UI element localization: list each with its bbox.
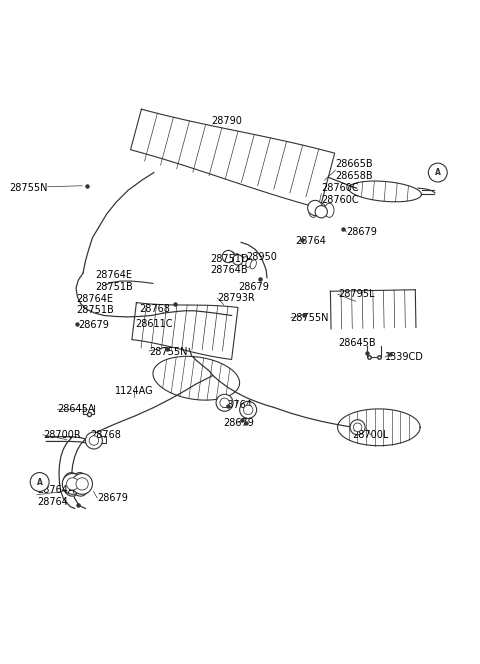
Circle shape <box>85 432 102 449</box>
Text: A: A <box>36 477 43 487</box>
Text: 28790: 28790 <box>212 116 242 125</box>
Circle shape <box>76 478 88 490</box>
Text: 28764E
28751B: 28764E 28751B <box>76 294 114 315</box>
Text: 28755N: 28755N <box>290 313 329 323</box>
Text: 28764: 28764 <box>295 236 326 246</box>
Ellipse shape <box>250 260 256 269</box>
Text: 1124AG: 1124AG <box>115 386 153 396</box>
Ellipse shape <box>324 203 334 217</box>
Ellipse shape <box>237 255 243 264</box>
Circle shape <box>62 473 83 494</box>
Text: 28768: 28768 <box>140 304 170 314</box>
Circle shape <box>233 254 243 265</box>
Ellipse shape <box>71 473 89 496</box>
Text: 28764A
28764: 28764A 28764 <box>37 485 74 507</box>
Text: 28793R: 28793R <box>217 293 255 303</box>
Circle shape <box>30 473 49 491</box>
Circle shape <box>216 394 233 411</box>
Circle shape <box>428 163 447 182</box>
Ellipse shape <box>228 252 235 261</box>
Text: 28700R: 28700R <box>43 430 81 440</box>
Text: 1339CD: 1339CD <box>385 352 424 362</box>
Ellipse shape <box>63 473 81 496</box>
Ellipse shape <box>309 203 318 217</box>
Text: 28755N: 28755N <box>9 183 48 193</box>
Ellipse shape <box>241 257 248 266</box>
Text: 28764E
28751B: 28764E 28751B <box>95 270 132 292</box>
Text: 28679: 28679 <box>223 418 254 428</box>
Text: 28760C
28760C: 28760C 28760C <box>321 183 359 205</box>
Circle shape <box>222 250 234 263</box>
Ellipse shape <box>246 258 252 268</box>
Ellipse shape <box>316 203 326 217</box>
Text: 28764: 28764 <box>221 400 252 410</box>
Circle shape <box>243 405 253 414</box>
Circle shape <box>308 201 323 216</box>
Text: 28679: 28679 <box>239 282 270 292</box>
Text: 28755N: 28755N <box>149 347 188 357</box>
Circle shape <box>353 423 362 432</box>
Circle shape <box>240 401 257 418</box>
Bar <box>93 436 106 444</box>
Text: 28645A: 28645A <box>57 404 95 414</box>
Circle shape <box>315 206 327 218</box>
Text: 28679: 28679 <box>346 227 377 237</box>
Text: 28665B
28658B: 28665B 28658B <box>336 159 373 181</box>
Text: 28768: 28768 <box>90 430 121 440</box>
Text: 28700L: 28700L <box>353 430 389 440</box>
Circle shape <box>350 420 365 435</box>
Circle shape <box>72 473 93 494</box>
Text: 28611C: 28611C <box>135 319 172 329</box>
Text: 28679: 28679 <box>78 320 109 330</box>
Text: 28679: 28679 <box>97 493 128 503</box>
Circle shape <box>67 478 79 490</box>
Text: A: A <box>435 168 441 177</box>
Circle shape <box>89 436 98 446</box>
Text: 28795L: 28795L <box>338 290 374 299</box>
Circle shape <box>220 398 229 408</box>
Text: 28751D
28764B: 28751D 28764B <box>210 254 249 276</box>
Text: 28645B: 28645B <box>338 338 375 348</box>
Text: 28950: 28950 <box>246 252 276 262</box>
Ellipse shape <box>233 254 239 263</box>
